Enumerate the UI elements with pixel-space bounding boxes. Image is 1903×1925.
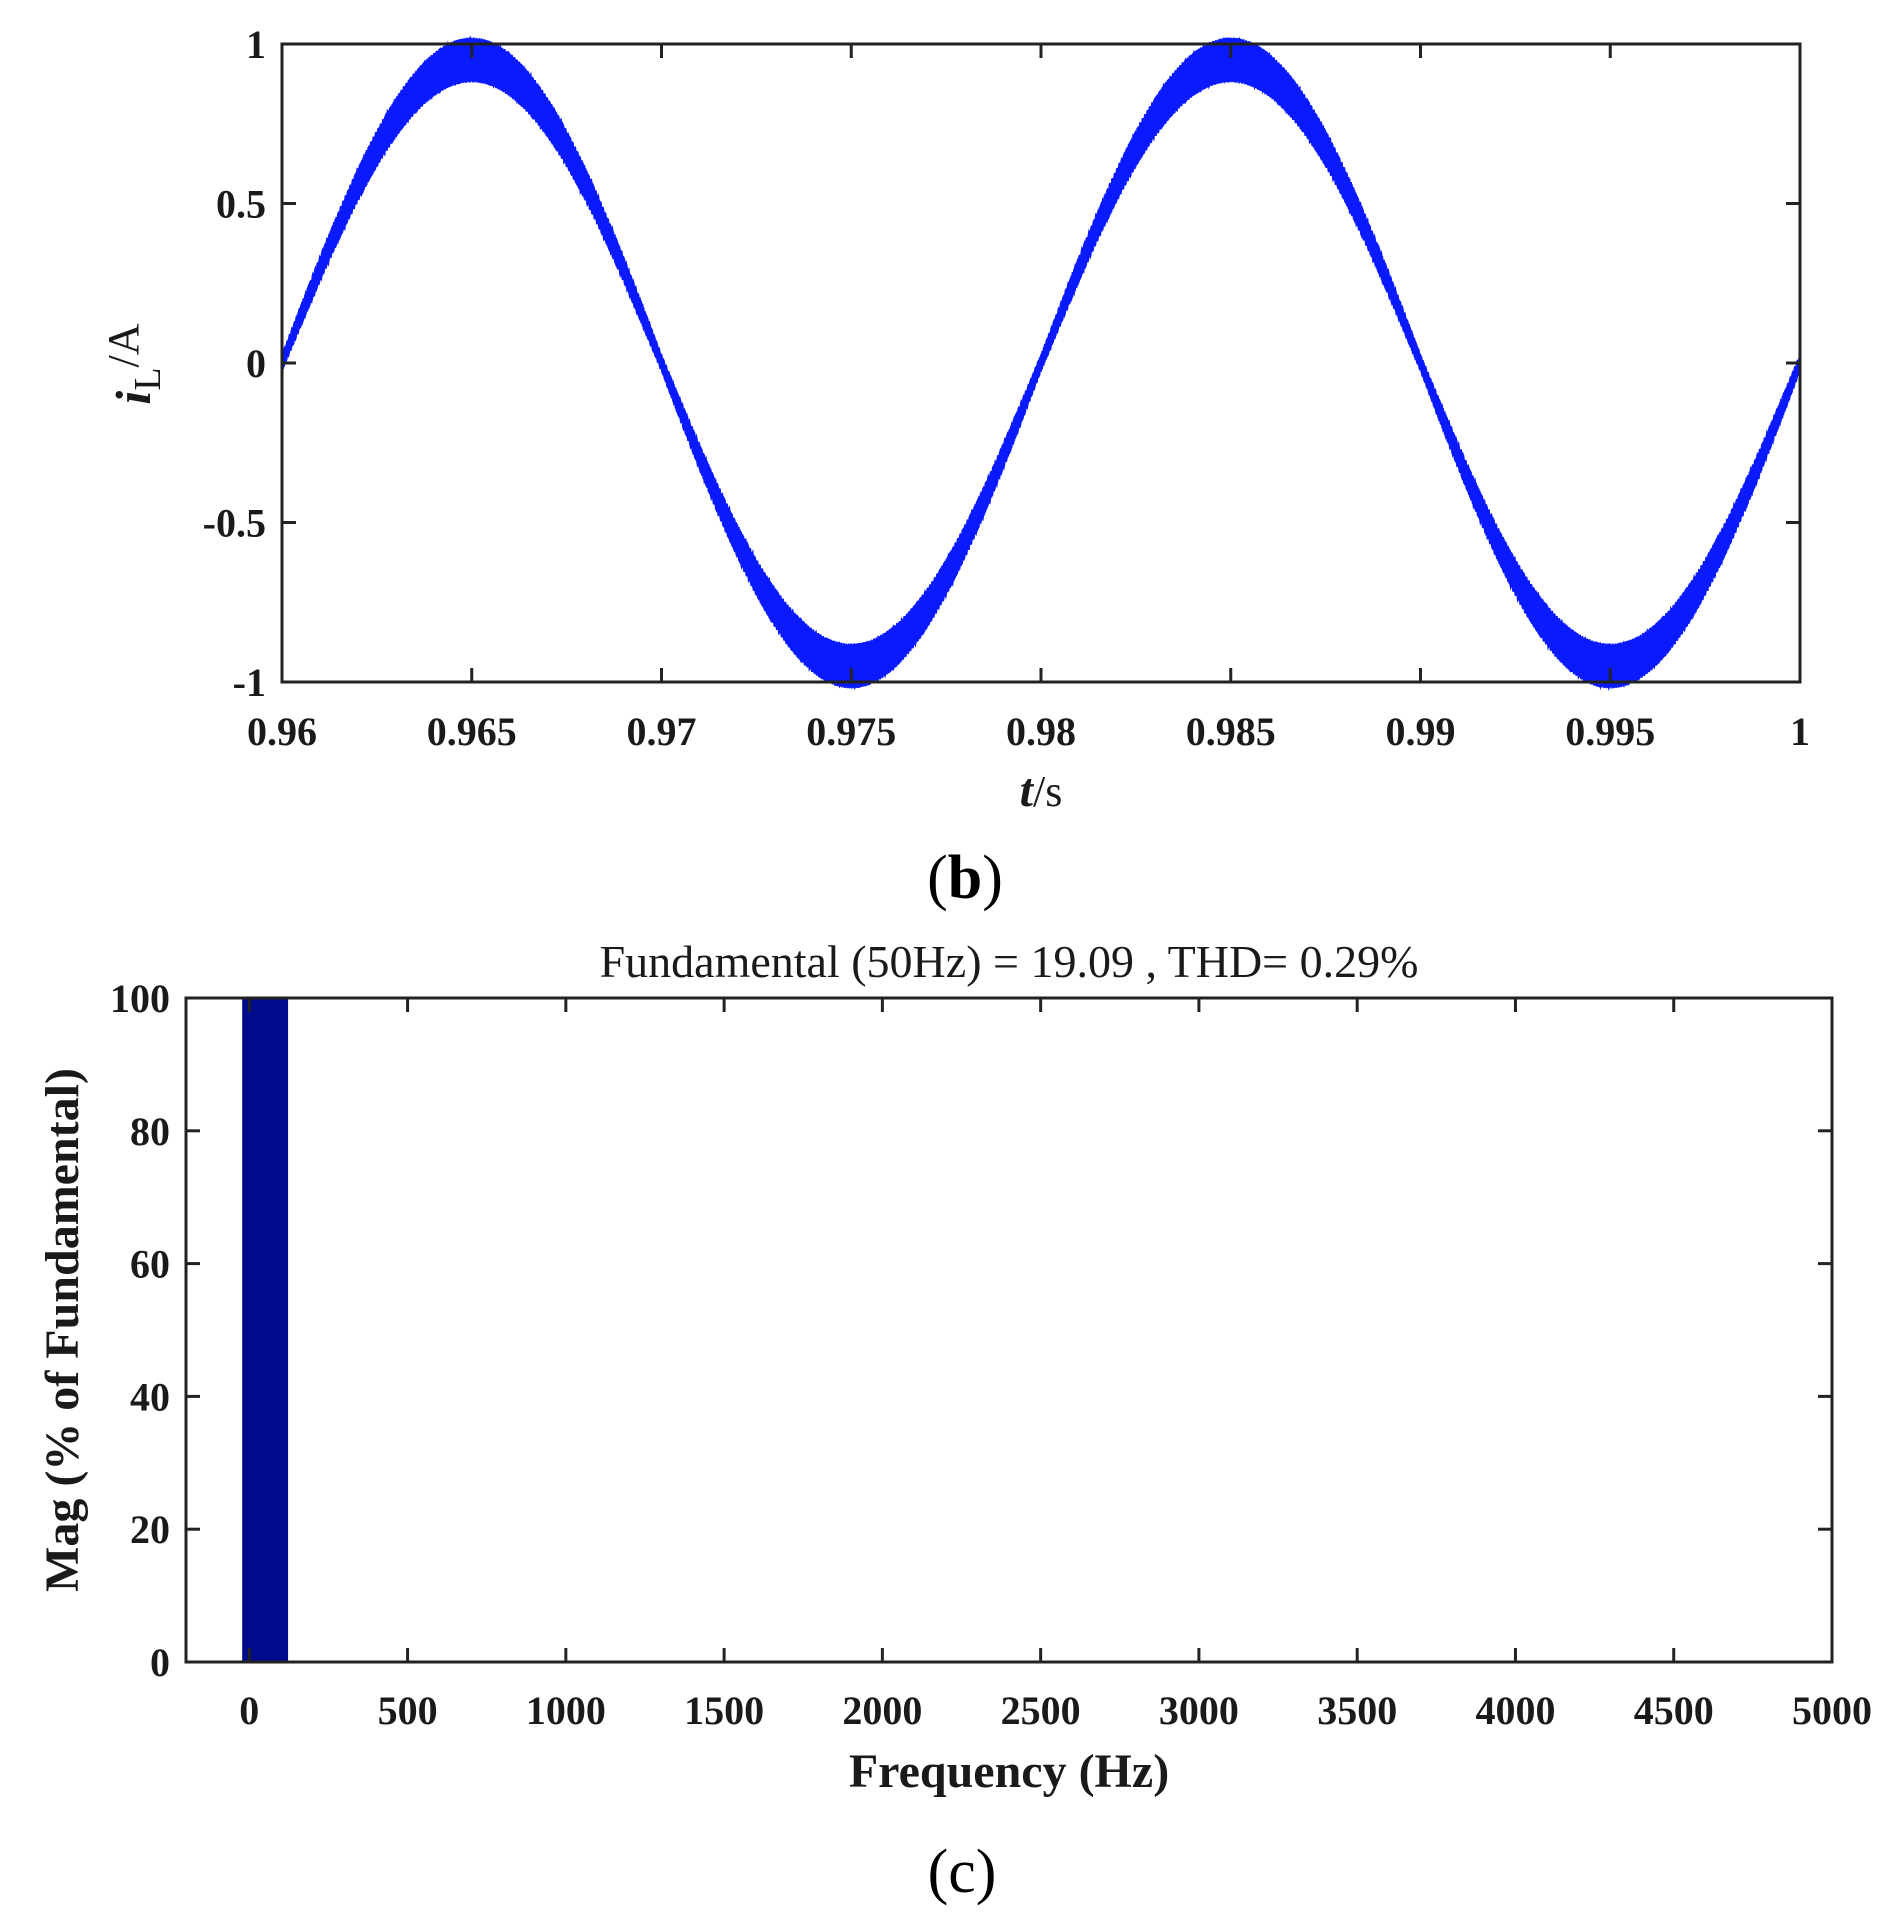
chart-b-xlabel-var: t <box>1020 764 1035 817</box>
chart-b-x-tick-label: 0.965 <box>427 709 517 754</box>
chart-c-y-tick-label: 80 <box>130 1109 170 1154</box>
chart-c-x-tick-label: 2500 <box>1001 1688 1081 1733</box>
chart-b-ylabel-unit: /A <box>99 323 148 367</box>
chart-b-x-tick-label: 1 <box>1790 709 1810 754</box>
chart-b-ylabel-sub: L <box>127 367 169 390</box>
chart-b-x-tick-label: 0.975 <box>806 709 896 754</box>
chart-c-panel-letter: c <box>948 1838 976 1906</box>
chart-c-y-tick-label: 100 <box>110 976 170 1021</box>
chart-c-x-tick-label: 4000 <box>1475 1688 1555 1733</box>
chart-c-y-tick-label: 40 <box>130 1374 170 1419</box>
chart-b-x-tick-label: 0.98 <box>1006 709 1076 754</box>
chart-c-plot-area <box>242 998 289 1662</box>
chart-b: 0.96 0.965 0.97 0.975 0.98 0.985 0.99 0.995 1 -1 -… <box>99 22 1810 912</box>
chart-c-x-tick-label: 4500 <box>1634 1688 1714 1733</box>
chart-b-ylabel-var: i <box>105 391 161 405</box>
chart-c-x-tick-label: 1500 <box>684 1688 764 1733</box>
chart-b-xlabel-unit: /s <box>1033 767 1062 816</box>
chart-c-x-tick-label: 3500 <box>1317 1688 1397 1733</box>
chart-c-x-tick-label: 2000 <box>842 1688 922 1733</box>
chart-c-x-tick-label: 0 <box>239 1688 259 1733</box>
chart-c-y-tick-label: 60 <box>130 1242 170 1287</box>
chart-c-title: Fundamental (50Hz) = 19.09 , THD= 0.29% <box>600 936 1419 987</box>
chart-b-y-tick-label: 0.5 <box>216 182 266 227</box>
chart-c-x-tick-label: 5000 <box>1792 1688 1872 1733</box>
chart-c-panel-label: (c) <box>928 1838 997 1906</box>
chart-b-x-tick-label: 0.97 <box>627 709 697 754</box>
chart-b-plot-area <box>281 35 1801 692</box>
chart-b-ylabel: iL/A <box>99 323 169 404</box>
chart-b-y-tick-label: 0 <box>246 341 266 386</box>
chart-c-ylabel: Mag (% of Fundamental) <box>36 1068 89 1592</box>
chart-c-xlabel: Frequency (Hz) <box>849 1745 1169 1798</box>
chart-b-y-tick-label: -1 <box>233 660 266 705</box>
chart-c-frame <box>184 996 1834 1664</box>
chart-b-panel-label: (b) <box>927 844 1003 912</box>
chart-b-y-tick-label: 1 <box>246 22 266 67</box>
chart-c-x-tick-label: 500 <box>378 1688 438 1733</box>
bar-fundamental <box>242 998 289 1662</box>
chart-c-y-tick-label: 20 <box>130 1507 170 1552</box>
chart-b-xlabel: t/s <box>1020 764 1063 817</box>
chart-b-panel-letter: b <box>948 844 982 912</box>
chart-b-x-tick-label: 0.99 <box>1386 709 1456 754</box>
chart-b-ticks: 0.96 0.965 0.97 0.975 0.98 0.985 0.99 0.995 1 -1 -… <box>203 22 1810 754</box>
chart-c: Fundamental (50Hz) = 19.09 , THD= 0.29% … <box>36 936 1872 1906</box>
chart-b-x-tick-label: 0.995 <box>1565 709 1655 754</box>
chart-b-x-tick-label: 0.985 <box>1186 709 1276 754</box>
chart-c-x-tick-label: 3000 <box>1159 1688 1239 1733</box>
series-i-l-ripple <box>281 37 1801 689</box>
chart-b-x-tick-label: 0.96 <box>247 709 317 754</box>
chart-c-x-tick-label: 1000 <box>526 1688 606 1733</box>
chart-b-y-tick-label: -0.5 <box>203 501 266 546</box>
chart-c-y-tick-label: 0 <box>150 1640 170 1685</box>
chart-c-ticks: 0 500 1000 1500 2000 2500 3000 3500 4000 4500 5000… <box>110 976 1872 1733</box>
